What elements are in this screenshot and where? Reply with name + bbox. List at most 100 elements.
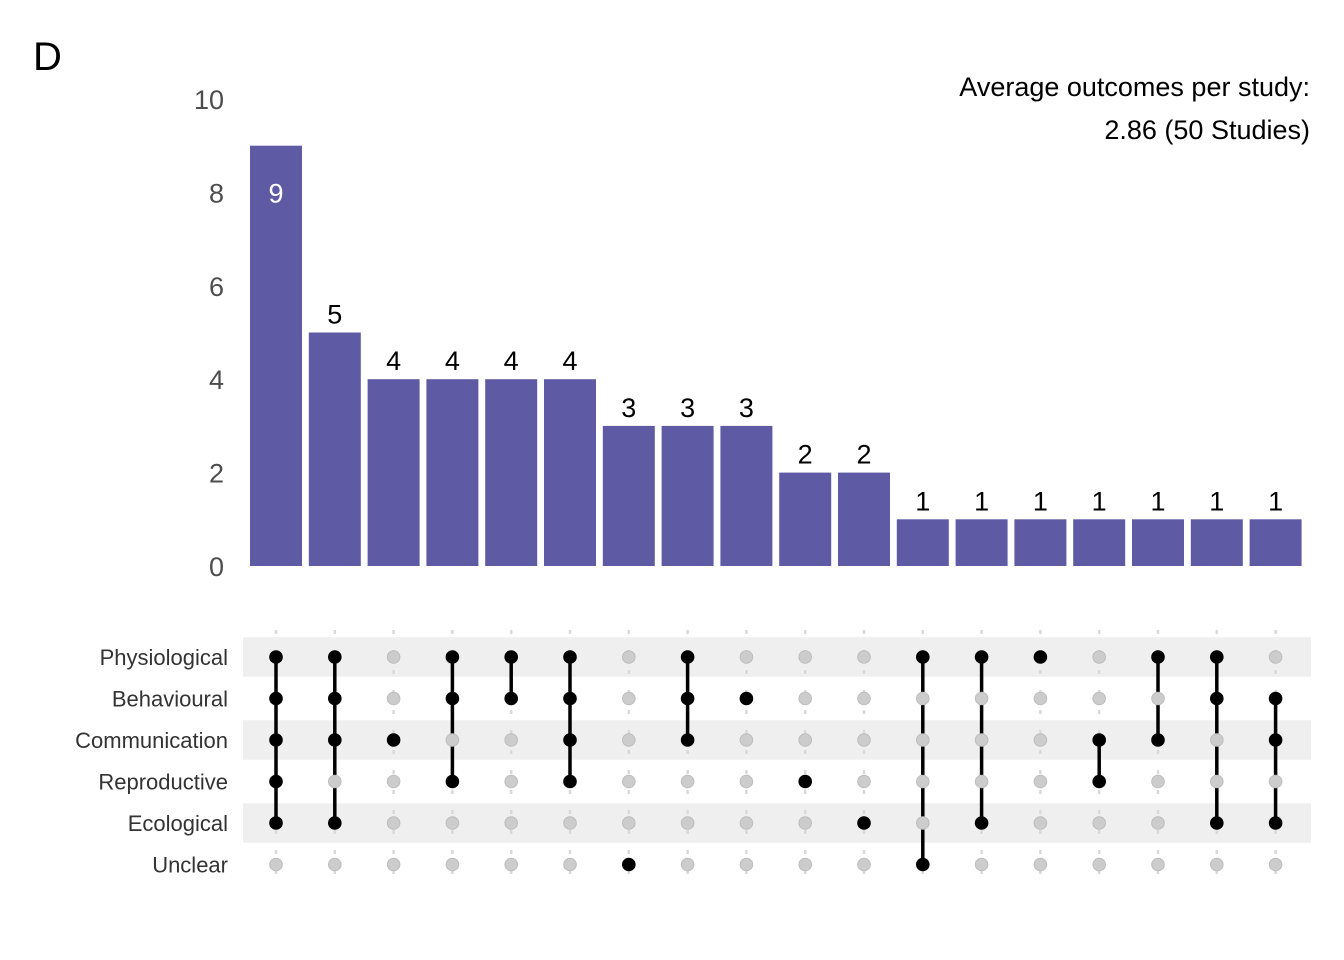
- matrix-dot-active: [386, 733, 401, 747]
- matrix-dot-active: [269, 650, 283, 664]
- matrix-dot-inactive: [916, 774, 930, 789]
- bar-value-label: 2: [856, 440, 871, 470]
- matrix-dot-active: [269, 733, 283, 747]
- matrix-dot-inactive: [1151, 774, 1165, 789]
- matrix-dot-inactive: [622, 774, 636, 789]
- bar: [308, 332, 361, 566]
- matrix-dot-active: [857, 816, 871, 830]
- matrix-dot-inactive: [445, 733, 460, 747]
- set-label: Unclear: [152, 853, 228, 878]
- matrix-dot-inactive: [386, 857, 401, 872]
- matrix-dot-active: [1092, 774, 1106, 789]
- bar: [1132, 519, 1184, 566]
- matrix-dot-inactive: [386, 816, 401, 830]
- matrix-dot-inactive: [739, 733, 754, 747]
- bar: [485, 379, 538, 566]
- matrix-dot-active: [1268, 733, 1283, 747]
- y-tick-label: 0: [209, 552, 224, 582]
- matrix-dot-active: [504, 650, 518, 664]
- bar: [367, 379, 420, 566]
- matrix-dot-inactive: [974, 774, 989, 789]
- bar: [720, 425, 773, 566]
- matrix-dot-inactive: [1210, 857, 1224, 872]
- matrix-dot-inactive: [445, 816, 460, 830]
- matrix-dot-active: [974, 816, 989, 830]
- y-axis: 0 2 4 6 8 10: [194, 85, 224, 582]
- matrix-dot-inactive: [798, 857, 813, 872]
- matrix-dot-inactive: [1268, 857, 1283, 872]
- matrix-dot-active: [269, 816, 283, 830]
- bar: [544, 379, 596, 566]
- matrix-dot-inactive: [798, 691, 813, 706]
- matrix-dot-inactive: [1033, 816, 1048, 830]
- bar-value-label: 4: [562, 346, 577, 376]
- matrix-dot-inactive: [563, 816, 577, 830]
- matrix-dot-active: [798, 774, 812, 789]
- matrix-dot-active: [328, 691, 342, 706]
- matrix-dot-inactive: [328, 774, 342, 789]
- matrix-dot-inactive: [857, 650, 871, 664]
- matrix-dot-inactive: [680, 816, 695, 830]
- matrix-dot-inactive: [1151, 857, 1165, 872]
- matrix-dot-active: [916, 857, 930, 872]
- set-label: Reproductive: [98, 770, 228, 795]
- bar: [1073, 519, 1126, 566]
- set-label: Physiological: [100, 645, 228, 670]
- matrix-dot-inactive: [504, 857, 519, 872]
- set-label: Communication: [75, 728, 228, 753]
- matrix-dot-inactive: [739, 816, 754, 830]
- matrix-dot-inactive: [916, 816, 930, 830]
- bar: [896, 519, 949, 566]
- matrix-stripes: [243, 637, 1311, 843]
- bar-value-label: 5: [327, 300, 342, 330]
- bar-value-label: 1: [1209, 486, 1224, 516]
- matrix-dot-inactive: [1092, 857, 1106, 872]
- matrix-dot-active: [445, 774, 460, 789]
- matrix-dot-inactive: [739, 650, 754, 664]
- bar: [602, 425, 655, 566]
- matrix-dot-inactive: [563, 857, 577, 872]
- matrix-dot-inactive: [386, 650, 401, 664]
- matrix-dot-active: [1210, 691, 1224, 706]
- matrix-dot-active: [1151, 650, 1165, 664]
- annotation-line-1: Average outcomes per study:: [959, 72, 1310, 102]
- matrix-dot-active: [563, 650, 577, 664]
- bar-value-label: 4: [386, 346, 401, 376]
- matrix-dot-inactive: [1268, 650, 1283, 664]
- matrix-dot-inactive: [622, 650, 636, 664]
- matrix-dot-inactive: [269, 857, 283, 872]
- panel-label: D: [33, 35, 62, 79]
- bar: [1190, 519, 1243, 566]
- matrix-dot-active: [1151, 733, 1165, 747]
- matrix-dot-active: [1210, 650, 1224, 664]
- matrix-stripe: [243, 637, 1311, 677]
- set-label: Ecological: [128, 811, 228, 836]
- matrix-dot-active: [1268, 691, 1283, 706]
- matrix-dot-active: [328, 816, 342, 830]
- matrix-dot-inactive: [916, 733, 930, 747]
- bar-labels: 9 5 4 4 4 4 3 3 3 2 2 1 1 1 1 1 1 1: [268, 179, 1283, 517]
- matrix-dot-active: [1092, 733, 1106, 747]
- bar-value-label: 4: [445, 346, 460, 376]
- matrix-dot-inactive: [622, 816, 636, 830]
- bar: [955, 519, 1008, 566]
- matrix-dot-inactive: [1033, 774, 1048, 789]
- matrix-dot-inactive: [739, 774, 754, 789]
- bar: [1249, 519, 1302, 566]
- matrix-dot-active: [680, 650, 695, 664]
- matrix-dot-inactive: [1092, 691, 1106, 706]
- matrix-dot-inactive: [386, 774, 401, 789]
- matrix-dot-active: [622, 857, 636, 872]
- matrix-dot-active: [269, 691, 283, 706]
- bar-value-label: 3: [680, 393, 695, 423]
- set-labels: Physiological Behavioural Communication Rep…: [75, 645, 228, 878]
- matrix-dot-inactive: [680, 774, 695, 789]
- matrix-dot-inactive: [504, 816, 519, 830]
- annotation-line-2: 2.86 (50 Studies): [1104, 115, 1310, 145]
- bar-value-label: 1: [1150, 486, 1165, 516]
- matrix-stripe: [243, 720, 1311, 760]
- matrix-dot-inactive: [1151, 691, 1165, 706]
- matrix-dot-active: [328, 650, 342, 664]
- bar-value-label: 3: [739, 393, 754, 423]
